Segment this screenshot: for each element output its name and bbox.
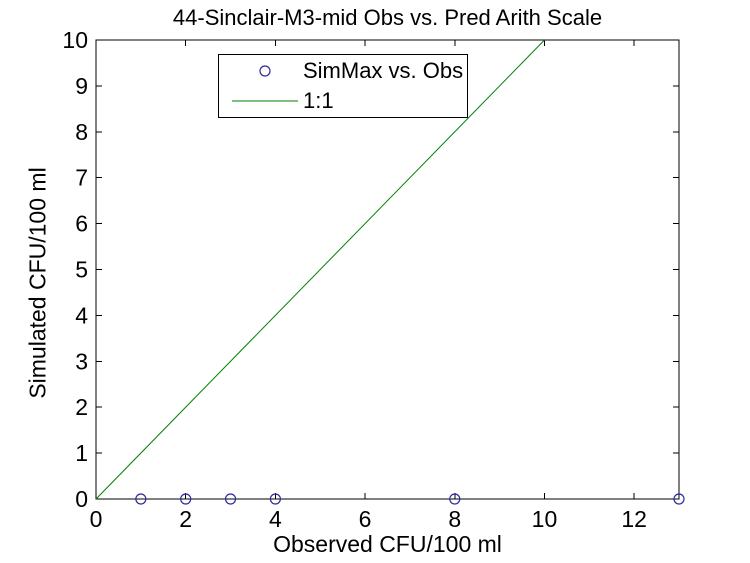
data-point [180,493,192,505]
legend-label-simmax: SimMax vs. Obs [303,58,464,83]
legend: SimMax vs. Obs 1:1 [218,54,468,118]
y-tick-label: 0 [75,486,88,512]
chart-title: 44-Sinclair-M3-mid Obs vs. Pred Arith Sc… [172,5,603,30]
legend-item-one-to-one: 1:1 [219,86,467,116]
y-tick-label: 10 [62,27,88,53]
x-tick-label: 6 [359,506,372,532]
y-tick-label: 6 [75,211,88,237]
x-tick-label: 0 [90,506,103,532]
x-axis-label: Observed CFU/100 ml [273,531,502,557]
x-tick-label: 10 [532,506,558,532]
y-tick-label: 4 [75,302,88,328]
line-swatch-icon [232,94,298,108]
legend-label-one-to-one: 1:1 [303,88,334,113]
data-point [269,493,281,505]
y-tick-label: 1 [75,440,88,466]
x-tick-label: 8 [448,506,461,532]
data-point [449,493,461,505]
y-tick-label: 3 [75,348,88,374]
legend-item-simmax: SimMax vs. Obs [219,56,467,86]
y-tick-label: 5 [75,257,88,283]
data-point [135,493,147,505]
data-point [224,493,237,505]
y-tick-label: 8 [75,119,88,145]
one-to-one-line [95,39,545,500]
x-tick-label: 2 [179,506,192,532]
y-tick-label: 7 [75,165,88,191]
x-tick-label: 4 [269,506,282,532]
data-point [673,493,685,505]
y-tick-label: 2 [75,394,88,420]
open-circle-marker-icon [232,64,298,78]
x-tick-label: 12 [621,506,647,532]
y-tick-label: 9 [75,73,88,99]
